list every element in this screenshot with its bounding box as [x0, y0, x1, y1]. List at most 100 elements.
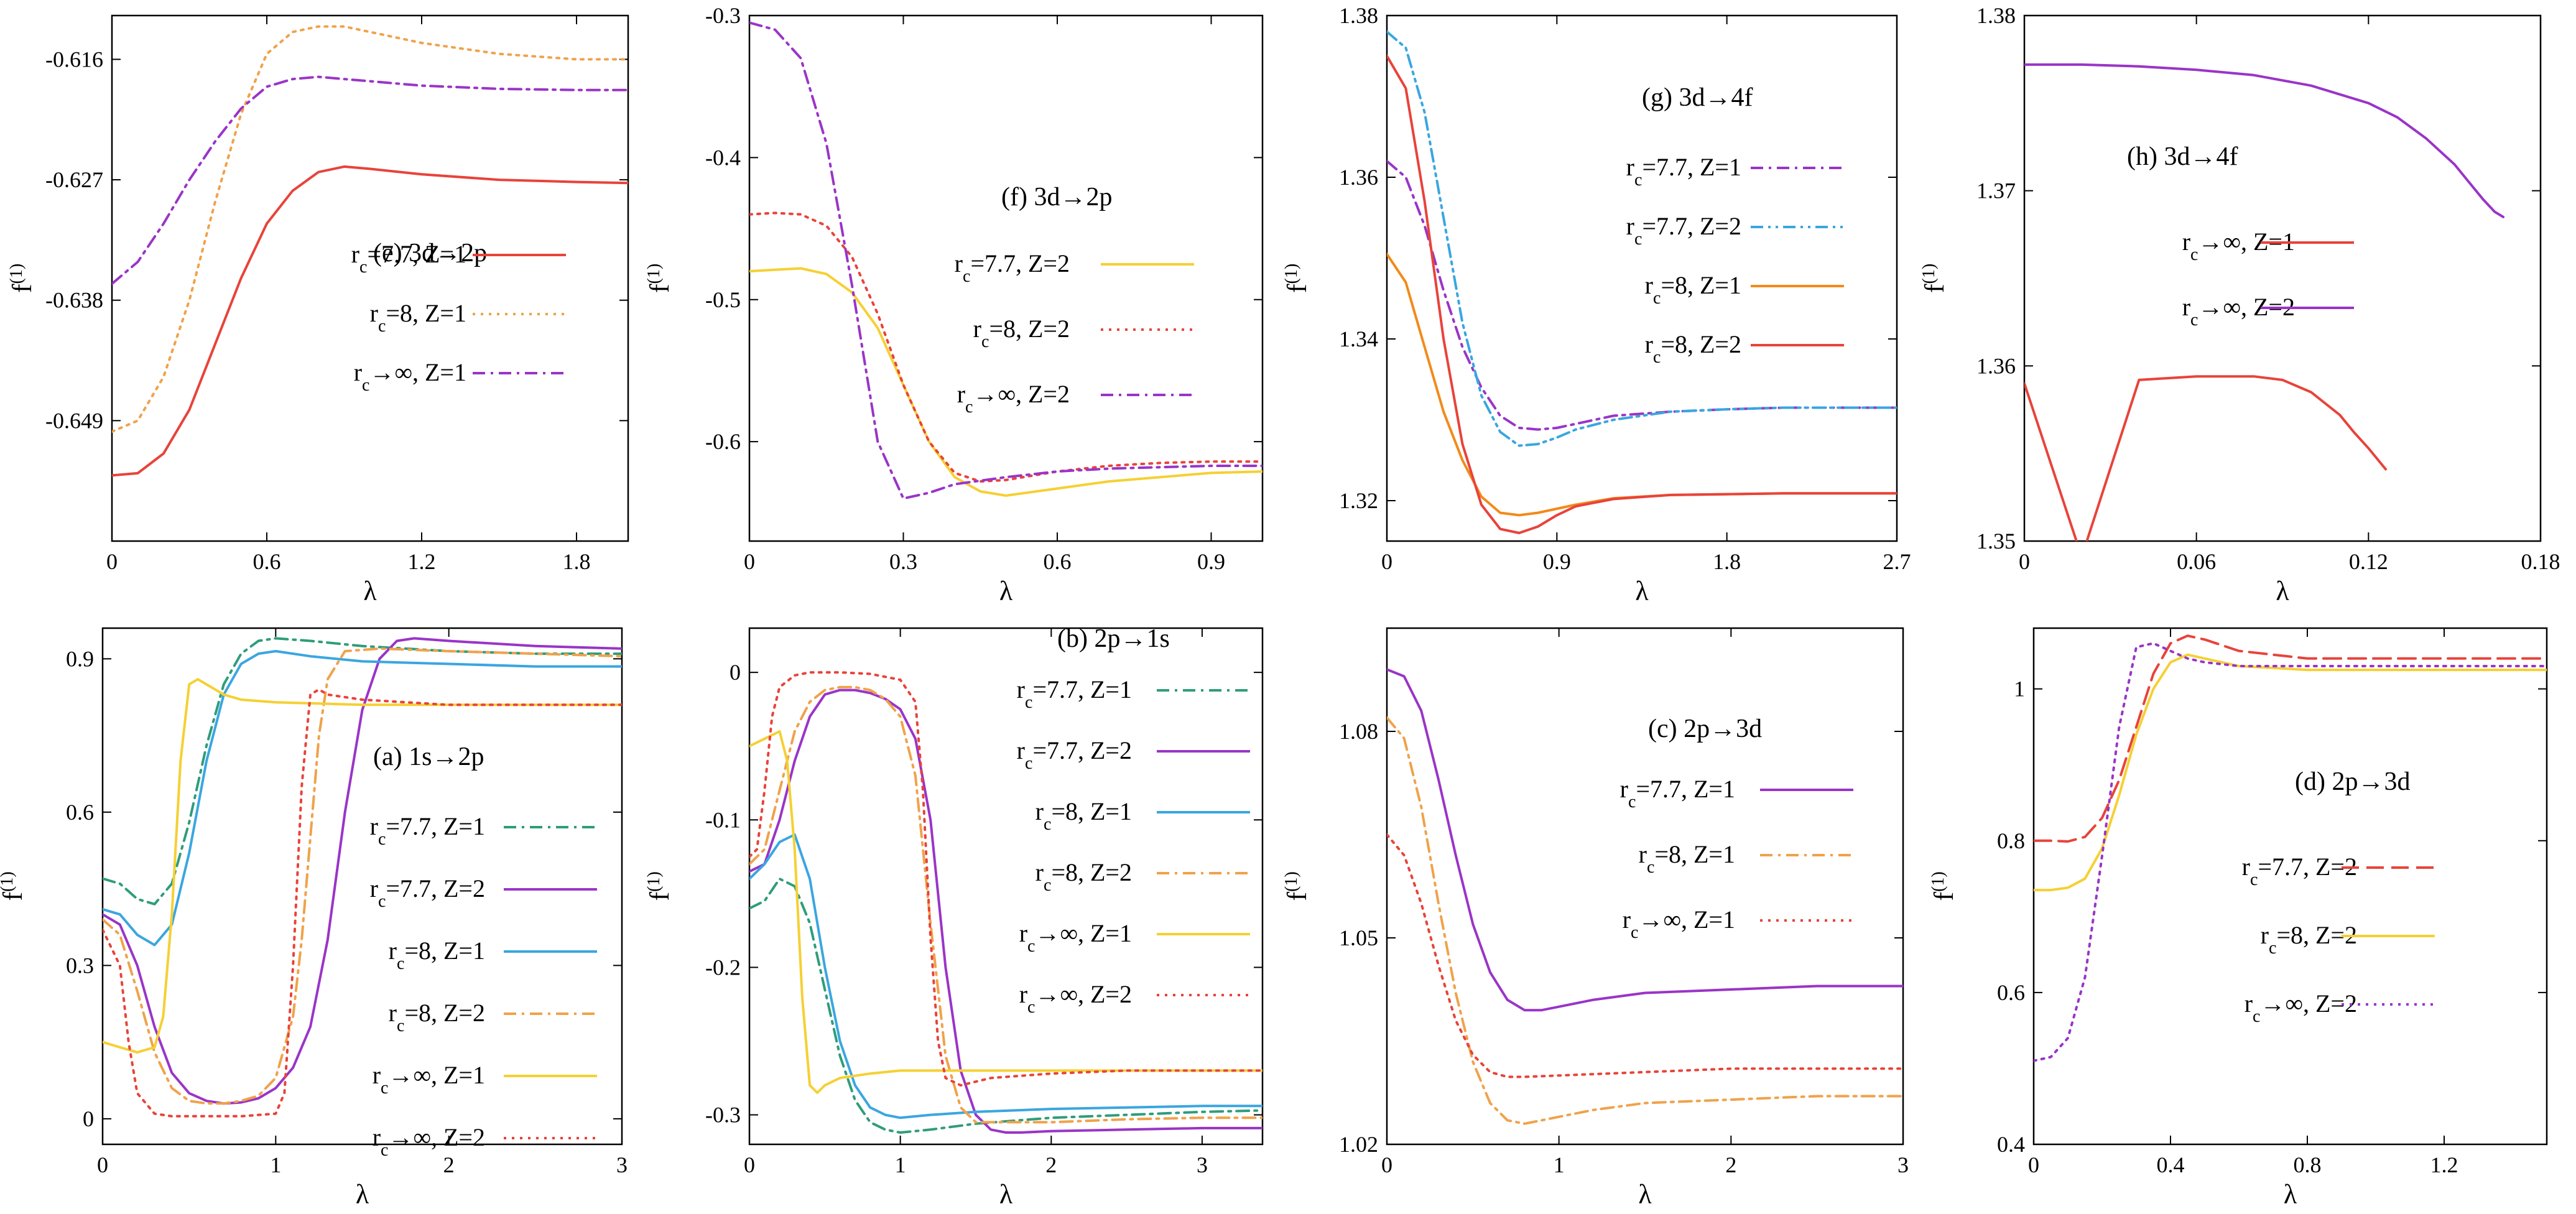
x-tick-label: 0.3 — [889, 549, 917, 574]
legend-label: rc=7.7, Z=1 — [1626, 153, 1741, 190]
legend-label: rc=7.7, Z=2 — [2242, 853, 2357, 889]
x-tick-label: 3 — [616, 1152, 628, 1177]
y-tick-label: -0.649 — [45, 408, 103, 433]
chart-panel-e: 0 0.6 1.2 1.8 -0.649 -0.638 -0.627 -0.616 λ f(1) (… — [7, 14, 629, 606]
x-tick-label: 0 — [106, 549, 118, 574]
y-tick-label: -0.627 — [45, 167, 103, 192]
legend-label: rc=7.7, Z=1 — [1017, 675, 1132, 712]
legend-label: rc=7.7, Z=1 — [351, 240, 466, 277]
legend-label: rc=7.7, Z=2 — [1626, 212, 1741, 249]
series-line-a-3 — [103, 647, 622, 1105]
x-tick-label: 1 — [1554, 1152, 1565, 1177]
x-tick-label: 1 — [270, 1152, 281, 1177]
y-tick-label: -0.1 — [705, 807, 741, 832]
chart-panel-c: 0 1 2 3 1.02 1.05 1.08 λ f(1) (c) 2p→3d rc=7.7, Z=… — [1282, 627, 1909, 1210]
y-tick-label: 1.38 — [1339, 3, 1378, 28]
series-line-c-2 — [1387, 833, 1903, 1078]
y-tick-label: -0.4 — [705, 145, 741, 170]
x-tick-label: 2 — [1725, 1152, 1736, 1177]
y-tick-label: 0 — [730, 660, 741, 685]
x-axis-label: λ — [1635, 576, 1649, 606]
y-axis-label: f(1) — [1929, 871, 1960, 901]
y-tick-label: -0.616 — [45, 47, 103, 72]
y-tick-label: -0.2 — [705, 955, 741, 980]
series-line-b-5 — [749, 671, 1263, 1087]
legend: rc=7.7, Z=1 rc=8, Z=1 rc→∞, Z=1 — [351, 240, 566, 395]
y-tick-label: 0.3 — [66, 953, 94, 978]
y-tick-label: 1.38 — [1976, 3, 2016, 28]
legend: rc=7.7, Z=2 rc=8, Z=2 rc→∞, Z=2 — [2242, 853, 2435, 1026]
x-tick-label: 0.06 — [2177, 549, 2216, 574]
chart-panel-b: 0 1 2 3 -0.3 -0.2 -0.1 0 λ f(1) (b) 2p→1s rc=7.7, Z… — [644, 624, 1264, 1210]
x-tick-label: 0.12 — [2349, 549, 2388, 574]
series-line-a-0 — [103, 637, 622, 906]
y-tick-label: 1.34 — [1339, 327, 1378, 351]
legend-label: rc→∞, Z=1 — [1623, 906, 1735, 942]
legend-label: rc→∞, Z=2 — [957, 380, 1070, 417]
panel-title: (g) 3d→4f — [1642, 83, 1753, 112]
panel-title: (e) 3d→2p — [373, 239, 487, 267]
x-tick-label: 1.2 — [408, 549, 436, 574]
y-axis-label: f(1) — [7, 264, 38, 293]
series-line-b-1 — [749, 688, 1263, 1134]
legend: rc=7.7, Z=1 rc=7.7, Z=2 rc=8, Z=1 rc=8, Z=2… — [370, 812, 597, 1160]
legend-label: rc=7.7, Z=2 — [955, 249, 1070, 286]
y-tick-label: 1.32 — [1339, 488, 1378, 513]
legend-label: rc=8, Z=1 — [1645, 271, 1741, 308]
y-tick-label: -0.5 — [705, 287, 741, 312]
x-tick-label: 0 — [97, 1152, 108, 1177]
legend-label: rc→∞, Z=1 — [1019, 919, 1132, 956]
x-axis-label: λ — [999, 576, 1013, 606]
series-line-e-1 — [112, 25, 628, 433]
plot-frame — [2032, 627, 2548, 1146]
plot-frame — [1386, 627, 1904, 1146]
x-tick-label: 3 — [1897, 1152, 1909, 1177]
chart-panel-g: 0 0.9 1.8 2.7 1.32 1.34 1.36 1.38 λ f(1) (g) 3d→4f… — [1282, 3, 1911, 606]
x-tick-label: 0.9 — [1197, 549, 1225, 574]
legend: rc→∞, Z=1 rc→∞, Z=2 — [2182, 228, 2354, 330]
series-line-a-1 — [103, 637, 622, 1105]
legend: rc=7.7, Z=2 rc=8, Z=2 rc→∞, Z=2 — [955, 249, 1194, 417]
y-tick-label: -0.6 — [705, 429, 741, 454]
series-line-e-2 — [112, 75, 628, 285]
panel-title: (c) 2p→3d — [1648, 715, 1762, 743]
plot-frame — [748, 14, 1264, 542]
plot-frame — [1386, 14, 1898, 542]
legend-label: rc=7.7, Z=2 — [370, 874, 485, 911]
x-tick-label: 0 — [1381, 549, 1392, 574]
x-tick-label: 0.6 — [253, 549, 281, 574]
legend-label: rc=8, Z=1 — [1035, 797, 1132, 834]
legend-label: rc→∞, Z=2 — [2245, 989, 2357, 1026]
x-axis-label: λ — [2276, 576, 2289, 606]
series-line-d-1 — [2034, 653, 2547, 892]
legend-label: rc→∞, Z=2 — [373, 1123, 485, 1160]
plot-frame — [2023, 14, 2542, 542]
legend-label: rc=7.7, Z=1 — [1620, 775, 1735, 812]
series-line-c-1 — [1387, 716, 1903, 1125]
y-tick-label: -0.3 — [705, 3, 741, 28]
x-tick-label: 0 — [744, 1152, 755, 1177]
legend-label: rc=8, Z=2 — [1645, 330, 1741, 367]
series-line-g-3 — [1387, 55, 1897, 534]
y-tick-label: 1.02 — [1339, 1132, 1378, 1157]
x-tick-label: 0 — [2028, 1152, 2039, 1177]
plot-frame — [748, 627, 1264, 1146]
x-tick-label: 2.7 — [1883, 549, 1911, 574]
x-axis-label: λ — [999, 1179, 1013, 1210]
x-tick-label: 1 — [895, 1152, 906, 1177]
x-tick-label: 2 — [443, 1152, 455, 1177]
series-line-a-4 — [103, 678, 622, 1054]
y-tick-label: 0.9 — [66, 646, 94, 671]
y-tick-label: 0.6 — [66, 800, 94, 825]
panel-title: (a) 1s→2p — [373, 743, 484, 771]
y-tick-label: 0.6 — [1997, 980, 2025, 1005]
series-line-g-2 — [1387, 253, 1897, 517]
y-tick-label: -0.3 — [705, 1103, 741, 1128]
legend-label: rc→∞, Z=1 — [354, 358, 466, 395]
legend-label: rc=8, Z=2 — [2261, 921, 2357, 958]
legend: rc=7.7, Z=1 rc=8, Z=1 rc→∞, Z=1 — [1620, 775, 1853, 942]
y-axis-label: f(1) — [1282, 264, 1313, 293]
legend-label: rc=8, Z=2 — [389, 999, 485, 1036]
